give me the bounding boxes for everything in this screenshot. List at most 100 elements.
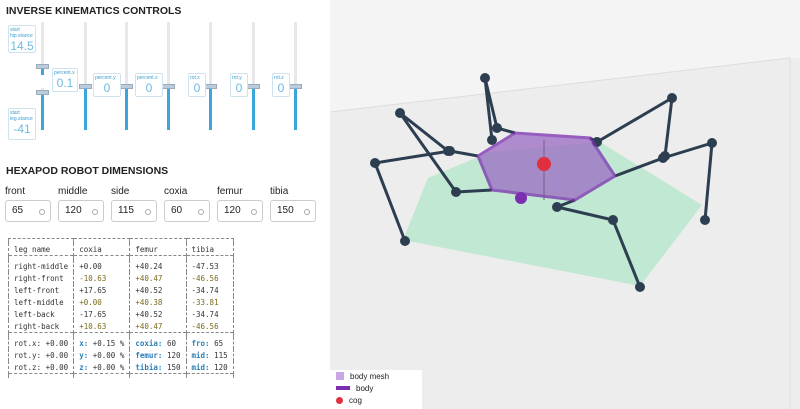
- summary-row: rot.z: +0.00 z: +0.00 % tibia: 150 mid: 120: [7, 361, 234, 374]
- border-cell: [7, 373, 75, 378]
- border-cell: [185, 373, 234, 378]
- slider-thumb[interactable]: [36, 64, 49, 69]
- slider-value-box: percent.z 0: [135, 73, 163, 97]
- summary-cell: z: +0.00 %: [73, 361, 131, 374]
- table-cell: +40.47: [129, 272, 187, 284]
- summary-cell: y: +0.00 %: [73, 349, 131, 361]
- slider-label: start leg.stance: [10, 110, 33, 122]
- summary-cell: rot.y: +0.00: [7, 349, 75, 361]
- slider-label: rot.z: [274, 75, 284, 81]
- slider-track: [125, 22, 128, 130]
- summary-key: coxia:: [135, 338, 163, 348]
- border-cell: [129, 255, 187, 260]
- legs: [373, 76, 714, 288]
- header-cell: leg name: [7, 243, 75, 256]
- table-cell: -17.65: [73, 308, 131, 320]
- legend-item[interactable]: body mesh: [330, 370, 422, 382]
- table-cell: +40.52: [129, 308, 187, 320]
- table-cell: +0.00: [73, 260, 131, 272]
- table-cell: -46.56: [185, 272, 234, 284]
- dimension-input[interactable]: 60: [164, 200, 210, 222]
- slider-track: [84, 22, 87, 130]
- header-cell: femur: [129, 243, 187, 256]
- border-cell: [185, 332, 234, 337]
- summary-value: +0.00: [45, 338, 69, 348]
- summary-value: 60: [166, 338, 176, 348]
- dimension-input[interactable]: 65: [5, 200, 51, 222]
- leg: [398, 111, 493, 194]
- slider-label: rot.y: [232, 75, 242, 81]
- legend-item[interactable]: cog: [330, 394, 422, 406]
- table-cell: right-front: [7, 272, 75, 284]
- summary-key: femur:: [135, 350, 163, 360]
- dimension-input[interactable]: 150: [270, 200, 316, 222]
- leg: [555, 198, 642, 288]
- dimension-label: tibia: [270, 186, 289, 197]
- slider-thumb[interactable]: [247, 84, 260, 89]
- summary-value: 115: [214, 350, 228, 360]
- slider-track: [209, 22, 212, 130]
- slider-value: 0: [145, 81, 153, 95]
- table-cell: right-back: [7, 320, 75, 333]
- dimension-input[interactable]: 120: [217, 200, 263, 222]
- table-cell: left-back: [7, 308, 75, 320]
- summary-row: rot.y: +0.00 y: +0.00 % femur: 120 mid: 115: [7, 349, 234, 361]
- summary-cell: coxia: 60: [129, 337, 187, 349]
- table-row: left-middle +0.00 +40.38 -33.81: [7, 296, 234, 308]
- slider-fill: [294, 86, 297, 130]
- table-cell: +40.24: [129, 260, 187, 272]
- border-cell: [73, 373, 131, 378]
- dimension-input[interactable]: 120: [58, 200, 104, 222]
- legend-label: body mesh: [350, 371, 390, 381]
- summary-value: 120: [214, 362, 228, 372]
- leg: [483, 76, 516, 141]
- leg: [614, 141, 714, 221]
- summary-cell: rot.x: +0.00: [7, 337, 75, 349]
- table-row: left-back -17.65 +40.52 -34.74: [7, 308, 234, 320]
- dimension-label: coxia: [164, 186, 188, 197]
- dimension-label: side: [111, 186, 130, 197]
- slider-value-box: rot.y 0: [230, 73, 248, 97]
- summary-value: +0.00 %: [92, 362, 125, 372]
- pose-table: leg name coxia femur tibia right-middle +0.00…: [7, 238, 234, 378]
- table-row: right-front -10.63 +40.47 -46.56: [7, 272, 234, 284]
- border-cell: [7, 255, 75, 260]
- summary-cell: mid: 115: [185, 349, 234, 361]
- slider-value-box: start hip.stance 14.5: [8, 25, 36, 53]
- dimension-input[interactable]: 115: [111, 200, 157, 222]
- summary-key: rot.z:: [14, 362, 42, 372]
- summary-key: rot.y:: [14, 350, 42, 360]
- slider-fill: [41, 92, 44, 130]
- header-cell: coxia: [73, 243, 131, 256]
- summary-value: +0.15 %: [92, 338, 125, 348]
- slider-value: 0: [235, 81, 243, 95]
- legend-label: cog: [349, 395, 362, 405]
- border-cell: [185, 255, 234, 260]
- slider-thumb[interactable]: [79, 84, 92, 89]
- summary-cell: femur: 120: [129, 349, 187, 361]
- slider-value: 0: [277, 81, 285, 95]
- table-border: [7, 255, 234, 260]
- table-cell: left-middle: [7, 296, 75, 308]
- summary-row: rot.x: +0.00 x: +0.15 % coxia: 60 fro: 65: [7, 337, 234, 349]
- summary-cell: mid: 120: [185, 361, 234, 374]
- dimension-label: middle: [58, 186, 88, 197]
- border-cell: [185, 238, 234, 243]
- table-cell: -34.74: [185, 308, 234, 320]
- table-cell: -33.81: [185, 296, 234, 308]
- slider-value-box: rot.z 0: [272, 73, 290, 97]
- slider-thumb[interactable]: [120, 84, 133, 89]
- legend-swatch: [336, 386, 350, 390]
- table-cell: +40.52: [129, 284, 187, 296]
- slider-thumb[interactable]: [162, 84, 175, 89]
- slider-fill: [252, 86, 255, 130]
- support-polygon: [403, 142, 702, 286]
- slider-thumb[interactable]: [289, 84, 302, 89]
- slider-thumb[interactable]: [36, 90, 49, 95]
- legend-item[interactable]: body: [330, 382, 422, 394]
- table-border: [7, 238, 234, 243]
- slider-value-box: rot.x 0: [188, 73, 206, 97]
- summary-key: tibia:: [135, 362, 163, 372]
- header-cell: tibia: [185, 243, 234, 256]
